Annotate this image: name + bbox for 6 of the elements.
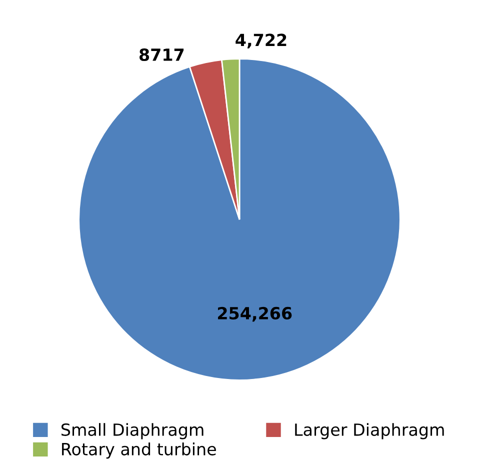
legend-label: Small Diaphragm: [62, 423, 204, 440]
data-label: 4,722: [236, 34, 286, 48]
data-label: 8717: [140, 48, 184, 62]
legend-label: Rotary and turbine: [62, 442, 216, 459]
data-label: 254,266: [218, 306, 292, 322]
legend-label: Larger Diaphragm: [295, 423, 444, 440]
